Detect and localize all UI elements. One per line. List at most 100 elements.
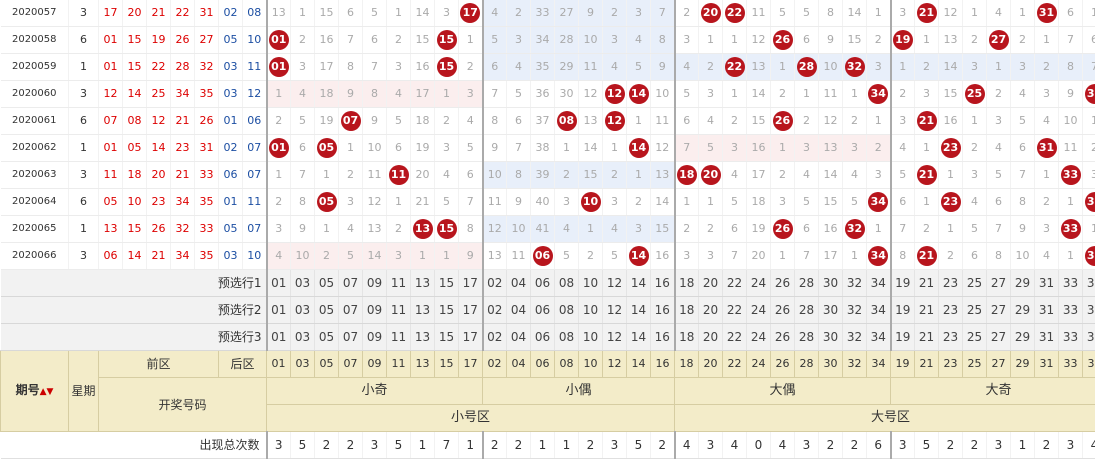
preselect-number[interactable]: 25 bbox=[963, 324, 987, 351]
preselect-number[interactable]: 33 bbox=[1059, 270, 1083, 297]
preselect-number[interactable]: 30 bbox=[819, 324, 843, 351]
preselect-number[interactable]: 15 bbox=[435, 270, 459, 297]
preselect-number[interactable]: 12 bbox=[603, 270, 627, 297]
preselect-number[interactable]: 14 bbox=[627, 297, 651, 324]
preselect-number[interactable]: 23 bbox=[939, 297, 963, 324]
preselect-number[interactable]: 08 bbox=[555, 297, 579, 324]
preselect-number[interactable]: 16 bbox=[651, 270, 675, 297]
preselect-number[interactable]: 27 bbox=[987, 324, 1011, 351]
preselect-number[interactable]: 24 bbox=[747, 324, 771, 351]
preselect-number[interactable]: 08 bbox=[555, 324, 579, 351]
preselect-number[interactable]: 01 bbox=[267, 324, 291, 351]
preselect-number[interactable]: 13 bbox=[411, 270, 435, 297]
preselect-number[interactable]: 07 bbox=[339, 297, 363, 324]
preselect-number[interactable]: 22 bbox=[723, 324, 747, 351]
preselect-number[interactable]: 19 bbox=[891, 270, 915, 297]
preselect-number[interactable]: 26 bbox=[771, 270, 795, 297]
preselect-number[interactable]: 15 bbox=[435, 297, 459, 324]
preselect-number[interactable]: 22 bbox=[723, 270, 747, 297]
preselect-number[interactable]: 29 bbox=[1011, 270, 1035, 297]
preselect-number[interactable]: 21 bbox=[915, 324, 939, 351]
preselect-number[interactable]: 32 bbox=[843, 270, 867, 297]
preselect-number[interactable]: 13 bbox=[411, 297, 435, 324]
preselect-number[interactable]: 23 bbox=[939, 270, 963, 297]
preselect-number[interactable]: 09 bbox=[363, 324, 387, 351]
preselect-number[interactable]: 28 bbox=[795, 324, 819, 351]
preselect-number[interactable]: 33 bbox=[1059, 324, 1083, 351]
preselect-number[interactable]: 31 bbox=[1035, 297, 1059, 324]
preselect-number[interactable]: 24 bbox=[747, 297, 771, 324]
preselect-number[interactable]: 10 bbox=[579, 324, 603, 351]
preselect-number[interactable]: 14 bbox=[627, 270, 651, 297]
preselect-number[interactable]: 26 bbox=[771, 324, 795, 351]
preselect-number[interactable]: 06 bbox=[531, 324, 555, 351]
preselect-number[interactable]: 16 bbox=[651, 324, 675, 351]
preselect-number[interactable]: 18 bbox=[675, 270, 699, 297]
preselect-number[interactable]: 29 bbox=[1011, 324, 1035, 351]
sort-icon[interactable]: ▲▼ bbox=[40, 387, 54, 397]
preselect-number[interactable]: 05 bbox=[315, 297, 339, 324]
preselect-number[interactable]: 25 bbox=[963, 297, 987, 324]
preselect-number[interactable]: 09 bbox=[363, 297, 387, 324]
preselect-number[interactable]: 33 bbox=[1059, 297, 1083, 324]
preselect-number[interactable]: 24 bbox=[747, 270, 771, 297]
preselect-number[interactable]: 32 bbox=[843, 297, 867, 324]
preselect-number[interactable]: 35 bbox=[1083, 270, 1095, 297]
preselect-number[interactable]: 19 bbox=[891, 297, 915, 324]
preselect-number[interactable]: 12 bbox=[603, 297, 627, 324]
preselect-number[interactable]: 03 bbox=[291, 270, 315, 297]
preselect-number[interactable]: 34 bbox=[867, 297, 891, 324]
preselect-number[interactable]: 19 bbox=[891, 324, 915, 351]
preselect-number[interactable]: 06 bbox=[531, 297, 555, 324]
preselect-number[interactable]: 34 bbox=[867, 324, 891, 351]
preselect-number[interactable]: 20 bbox=[699, 270, 723, 297]
preselect-number[interactable]: 07 bbox=[339, 324, 363, 351]
period-header[interactable]: 期号▲▼ bbox=[1, 351, 69, 432]
preselect-number[interactable]: 18 bbox=[675, 324, 699, 351]
preselect-number[interactable]: 28 bbox=[795, 297, 819, 324]
preselect-number[interactable]: 15 bbox=[435, 324, 459, 351]
preselect-number[interactable]: 03 bbox=[291, 324, 315, 351]
preselect-number[interactable]: 14 bbox=[627, 324, 651, 351]
preselect-number[interactable]: 12 bbox=[603, 324, 627, 351]
preselect-number[interactable]: 04 bbox=[507, 270, 531, 297]
preselect-number[interactable]: 17 bbox=[459, 270, 483, 297]
preselect-number[interactable]: 31 bbox=[1035, 270, 1059, 297]
preselect-number[interactable]: 05 bbox=[315, 270, 339, 297]
preselect-number[interactable]: 11 bbox=[387, 324, 411, 351]
preselect-number[interactable]: 31 bbox=[1035, 324, 1059, 351]
preselect-number[interactable]: 11 bbox=[387, 270, 411, 297]
preselect-number[interactable]: 03 bbox=[291, 297, 315, 324]
preselect-number[interactable]: 29 bbox=[1011, 297, 1035, 324]
preselect-number[interactable]: 26 bbox=[771, 297, 795, 324]
preselect-number[interactable]: 05 bbox=[315, 324, 339, 351]
preselect-number[interactable]: 35 bbox=[1083, 297, 1095, 324]
preselect-number[interactable]: 02 bbox=[483, 324, 507, 351]
preselect-number[interactable]: 06 bbox=[531, 270, 555, 297]
preselect-number[interactable]: 32 bbox=[843, 324, 867, 351]
preselect-number[interactable]: 21 bbox=[915, 270, 939, 297]
preselect-number[interactable]: 10 bbox=[579, 270, 603, 297]
preselect-number[interactable]: 18 bbox=[675, 297, 699, 324]
preselect-number[interactable]: 07 bbox=[339, 270, 363, 297]
preselect-number[interactable]: 23 bbox=[939, 324, 963, 351]
preselect-number[interactable]: 04 bbox=[507, 297, 531, 324]
preselect-number[interactable]: 21 bbox=[915, 297, 939, 324]
preselect-number[interactable]: 09 bbox=[363, 270, 387, 297]
preselect-number[interactable]: 30 bbox=[819, 270, 843, 297]
preselect-number[interactable]: 04 bbox=[507, 324, 531, 351]
preselect-number[interactable]: 30 bbox=[819, 297, 843, 324]
preselect-number[interactable]: 16 bbox=[651, 297, 675, 324]
preselect-number[interactable]: 25 bbox=[963, 270, 987, 297]
preselect-number[interactable]: 34 bbox=[867, 270, 891, 297]
preselect-number[interactable]: 27 bbox=[987, 297, 1011, 324]
preselect-number[interactable]: 08 bbox=[555, 270, 579, 297]
preselect-number[interactable]: 01 bbox=[267, 270, 291, 297]
preselect-number[interactable]: 20 bbox=[699, 297, 723, 324]
preselect-number[interactable]: 17 bbox=[459, 297, 483, 324]
preselect-number[interactable]: 28 bbox=[795, 270, 819, 297]
preselect-number[interactable]: 20 bbox=[699, 324, 723, 351]
preselect-number[interactable]: 02 bbox=[483, 297, 507, 324]
preselect-number[interactable]: 35 bbox=[1083, 324, 1095, 351]
preselect-number[interactable]: 27 bbox=[987, 270, 1011, 297]
